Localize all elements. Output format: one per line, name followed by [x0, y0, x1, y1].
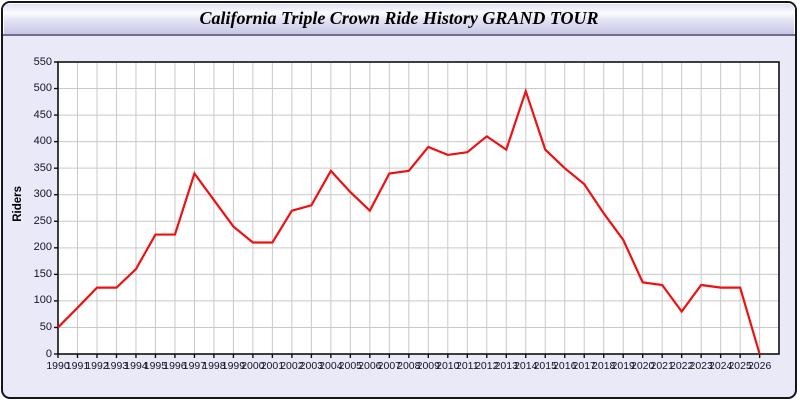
- x-tick-label: 1997: [182, 360, 207, 372]
- page-title: California Triple Crown Ride History GRA…: [199, 8, 599, 28]
- title-bar: California Triple Crown Ride History GRA…: [3, 3, 795, 36]
- y-tick-label: 50: [39, 320, 52, 333]
- x-tick-label: 2014: [514, 360, 538, 372]
- x-tick-label: 2019: [611, 360, 635, 372]
- y-tick-label: 550: [33, 55, 52, 68]
- x-tick-label: 2025: [728, 360, 752, 372]
- x-tick-label: 2005: [338, 360, 363, 372]
- x-tick-label: 2009: [416, 360, 440, 372]
- x-tick-label: 2000: [241, 360, 265, 372]
- y-tick-label: 500: [33, 82, 52, 95]
- y-tick-label: 150: [33, 267, 52, 280]
- x-tick-label: 2011: [455, 360, 479, 372]
- y-tick-label: 100: [33, 294, 52, 307]
- x-tick-label: 2026: [747, 360, 772, 372]
- x-tick-label: 2007: [377, 360, 402, 372]
- x-tick-label: 2015: [533, 360, 557, 372]
- y-tick-label: 450: [33, 108, 52, 121]
- x-tick-label: 2024: [708, 360, 733, 372]
- x-tick-label: 2008: [397, 360, 421, 372]
- x-tick-label: 1991: [65, 360, 90, 372]
- x-tick-label: 2018: [592, 360, 616, 372]
- x-tick-label: 2001: [260, 360, 285, 372]
- x-tick-label: 2012: [475, 360, 499, 372]
- x-tick-label: 1994: [124, 360, 148, 372]
- x-tick-label: 1996: [163, 360, 187, 372]
- x-tick-label: 2006: [358, 360, 382, 372]
- y-tick-label: 400: [33, 135, 52, 148]
- y-tick-label: 350: [33, 161, 52, 174]
- plot-area: [54, 61, 780, 358]
- x-tick-label: 2002: [280, 360, 304, 372]
- x-tick-label: 2013: [494, 360, 518, 372]
- y-tick-label: 0: [45, 347, 52, 360]
- y-tick-label: 250: [33, 214, 52, 227]
- x-tick-label: 2010: [436, 360, 460, 372]
- riders-line-chart: Riders 0 50 100 150 200 250 300 350 400 450 500 550…: [3, 36, 795, 397]
- x-tick-label: 2022: [669, 360, 694, 372]
- x-tick-label: 2021: [650, 360, 674, 372]
- riders-series-line: [57, 87, 761, 355]
- x-tick-label: 1992: [85, 360, 109, 372]
- x-tick-label: 1993: [104, 360, 129, 372]
- x-tick-label: 2017: [572, 360, 596, 372]
- x-tick-label: 1998: [202, 360, 226, 372]
- y-tick-label: 300: [33, 188, 52, 201]
- y-tick-label: 200: [33, 241, 52, 254]
- x-tick-label: 1999: [221, 360, 246, 372]
- x-tick-label: 2004: [319, 360, 343, 372]
- x-tick-label: 2023: [689, 360, 713, 372]
- x-tick-label: 1995: [143, 360, 168, 372]
- x-tick-label: 2016: [553, 360, 577, 372]
- x-tick-label: 1990: [46, 360, 70, 372]
- x-tick-label: 2003: [299, 360, 324, 372]
- x-tick-label: 2020: [631, 360, 655, 372]
